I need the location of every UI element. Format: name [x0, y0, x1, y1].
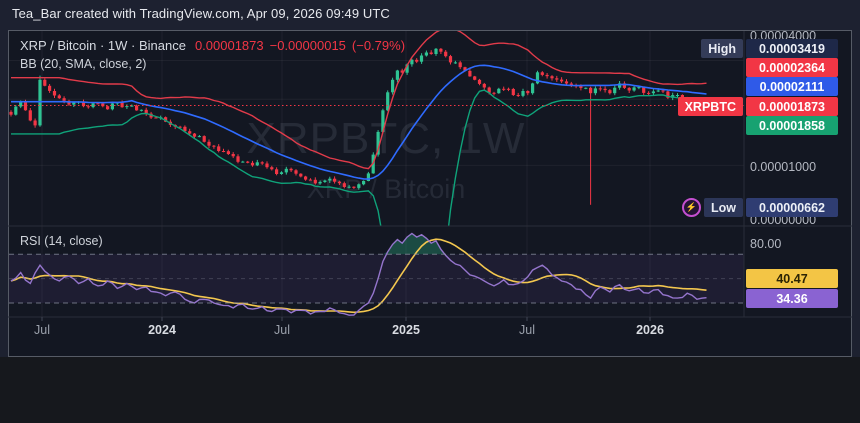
- price-axis-label: 0.00001000: [750, 160, 817, 174]
- time-axis-label: Jul: [34, 323, 50, 337]
- price-change-percent: (−0.79%): [351, 38, 406, 53]
- price-axis-label: 80.00: [750, 237, 782, 251]
- time-axis-label: Jul: [274, 323, 290, 337]
- price-badge-value: 0.00001858: [746, 116, 838, 135]
- time-axis-label: 2026: [636, 323, 664, 337]
- last-price: 0.00001873: [194, 38, 264, 53]
- rsi-band: [9, 254, 744, 303]
- badge-label-chip: XRPBTC: [677, 97, 743, 116]
- author-avatar-icon: ⚡: [682, 198, 701, 217]
- price-badge-row: 0.00002364: [575, 58, 838, 77]
- bb-indicator-label[interactable]: BB (20, SMA, close, 2): [20, 57, 147, 71]
- time-axis-label: 2024: [148, 323, 176, 337]
- price-badge-value: 0.00001873: [746, 97, 838, 116]
- price-badge-row: XRPBTC 0.00001873: [575, 97, 838, 116]
- rsi-overbought-fill: [11, 233, 707, 255]
- attribution-bar: Tea_Bar created with TradingView.com, Ap…: [0, 0, 860, 30]
- price-badge-value: 0.00002364: [746, 58, 838, 77]
- price-badge-row: 0.00001858: [575, 116, 838, 135]
- time-axis-label: Jul: [519, 323, 535, 337]
- price-badge-row: High 0.00003419: [575, 39, 838, 58]
- price-badge-row: 0.00002111: [575, 77, 838, 96]
- badge-label-chip: High: [701, 39, 743, 58]
- price-badge-row: 34.36: [575, 289, 838, 308]
- rsi-layer: [10, 232, 707, 316]
- footer-bar: TradingView: [0, 357, 860, 423]
- price-badge-row: ⚡ Low 0.00000662: [575, 198, 838, 217]
- badge-label-chip: Low: [704, 198, 743, 217]
- price-badge-value: 0.00003419: [746, 39, 838, 58]
- candles-layer: [9, 48, 709, 205]
- attribution-text: Tea_Bar created with TradingView.com, Ap…: [12, 6, 390, 21]
- price-badge-row: 40.47: [575, 269, 838, 288]
- bollinger-bands-layer: [11, 31, 707, 226]
- price-change: −0.00000015: [269, 38, 346, 53]
- symbol-header: XRP / Bitcoin · 1W · Binance 0.00001873 −0…: [20, 38, 405, 53]
- price-badge-value: 0.00000662: [746, 198, 838, 217]
- symbol-title[interactable]: XRP / Bitcoin · 1W · Binance: [20, 38, 186, 53]
- price-badge-value: 40.47: [746, 269, 838, 288]
- price-badge-value: 34.36: [746, 289, 838, 308]
- price-badge-value: 0.00002111: [746, 77, 838, 96]
- rsi-indicator-label[interactable]: RSI (14, close): [20, 234, 103, 248]
- time-axis-label: 2025: [392, 323, 420, 337]
